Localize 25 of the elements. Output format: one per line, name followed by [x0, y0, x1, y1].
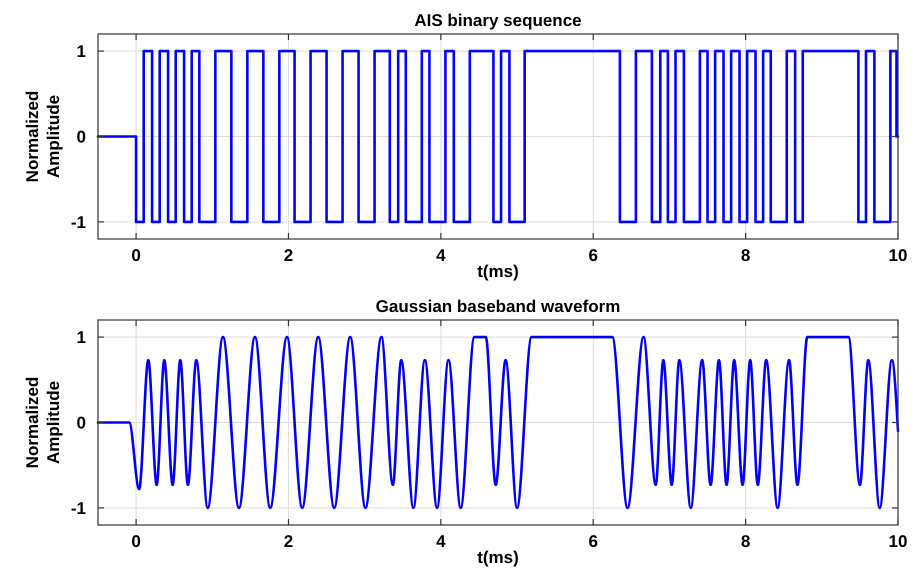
y-axis-title: Normalized Amplitude	[23, 90, 63, 182]
y-tick-label: 0	[76, 414, 86, 432]
x-tick-label: 0	[131, 246, 141, 265]
y-tick-label: -1	[70, 498, 86, 518]
x-tick-label: 8	[740, 246, 750, 265]
x-tick-label: 4	[436, 532, 446, 551]
y-tick-label: -1	[70, 212, 86, 232]
x-axis-title: t(ms)	[477, 262, 519, 281]
y-tick-label: 1	[76, 328, 86, 348]
x-tick-label: 6	[588, 246, 598, 265]
chart-title: Gaussian baseband waveform	[376, 297, 620, 316]
x-tick-label: 6	[588, 532, 598, 551]
x-tick-label: 2	[284, 246, 294, 265]
y-tick-label: 0	[76, 128, 86, 146]
x-tick-label: 0	[131, 532, 141, 551]
x-tick-label: 8	[740, 532, 750, 551]
x-tick-label: 4	[436, 246, 446, 265]
x-axis-title: t(ms)	[477, 548, 519, 567]
y-axis-title: Normalized Amplitude	[23, 376, 63, 468]
line-series	[96, 336, 900, 510]
x-tick-label: 10	[888, 532, 908, 551]
chart-title: AIS binary sequence	[414, 11, 582, 30]
y-tick-label: 1	[76, 42, 86, 62]
x-tick-label: 10	[888, 246, 908, 265]
x-tick-label: 2	[284, 532, 294, 551]
